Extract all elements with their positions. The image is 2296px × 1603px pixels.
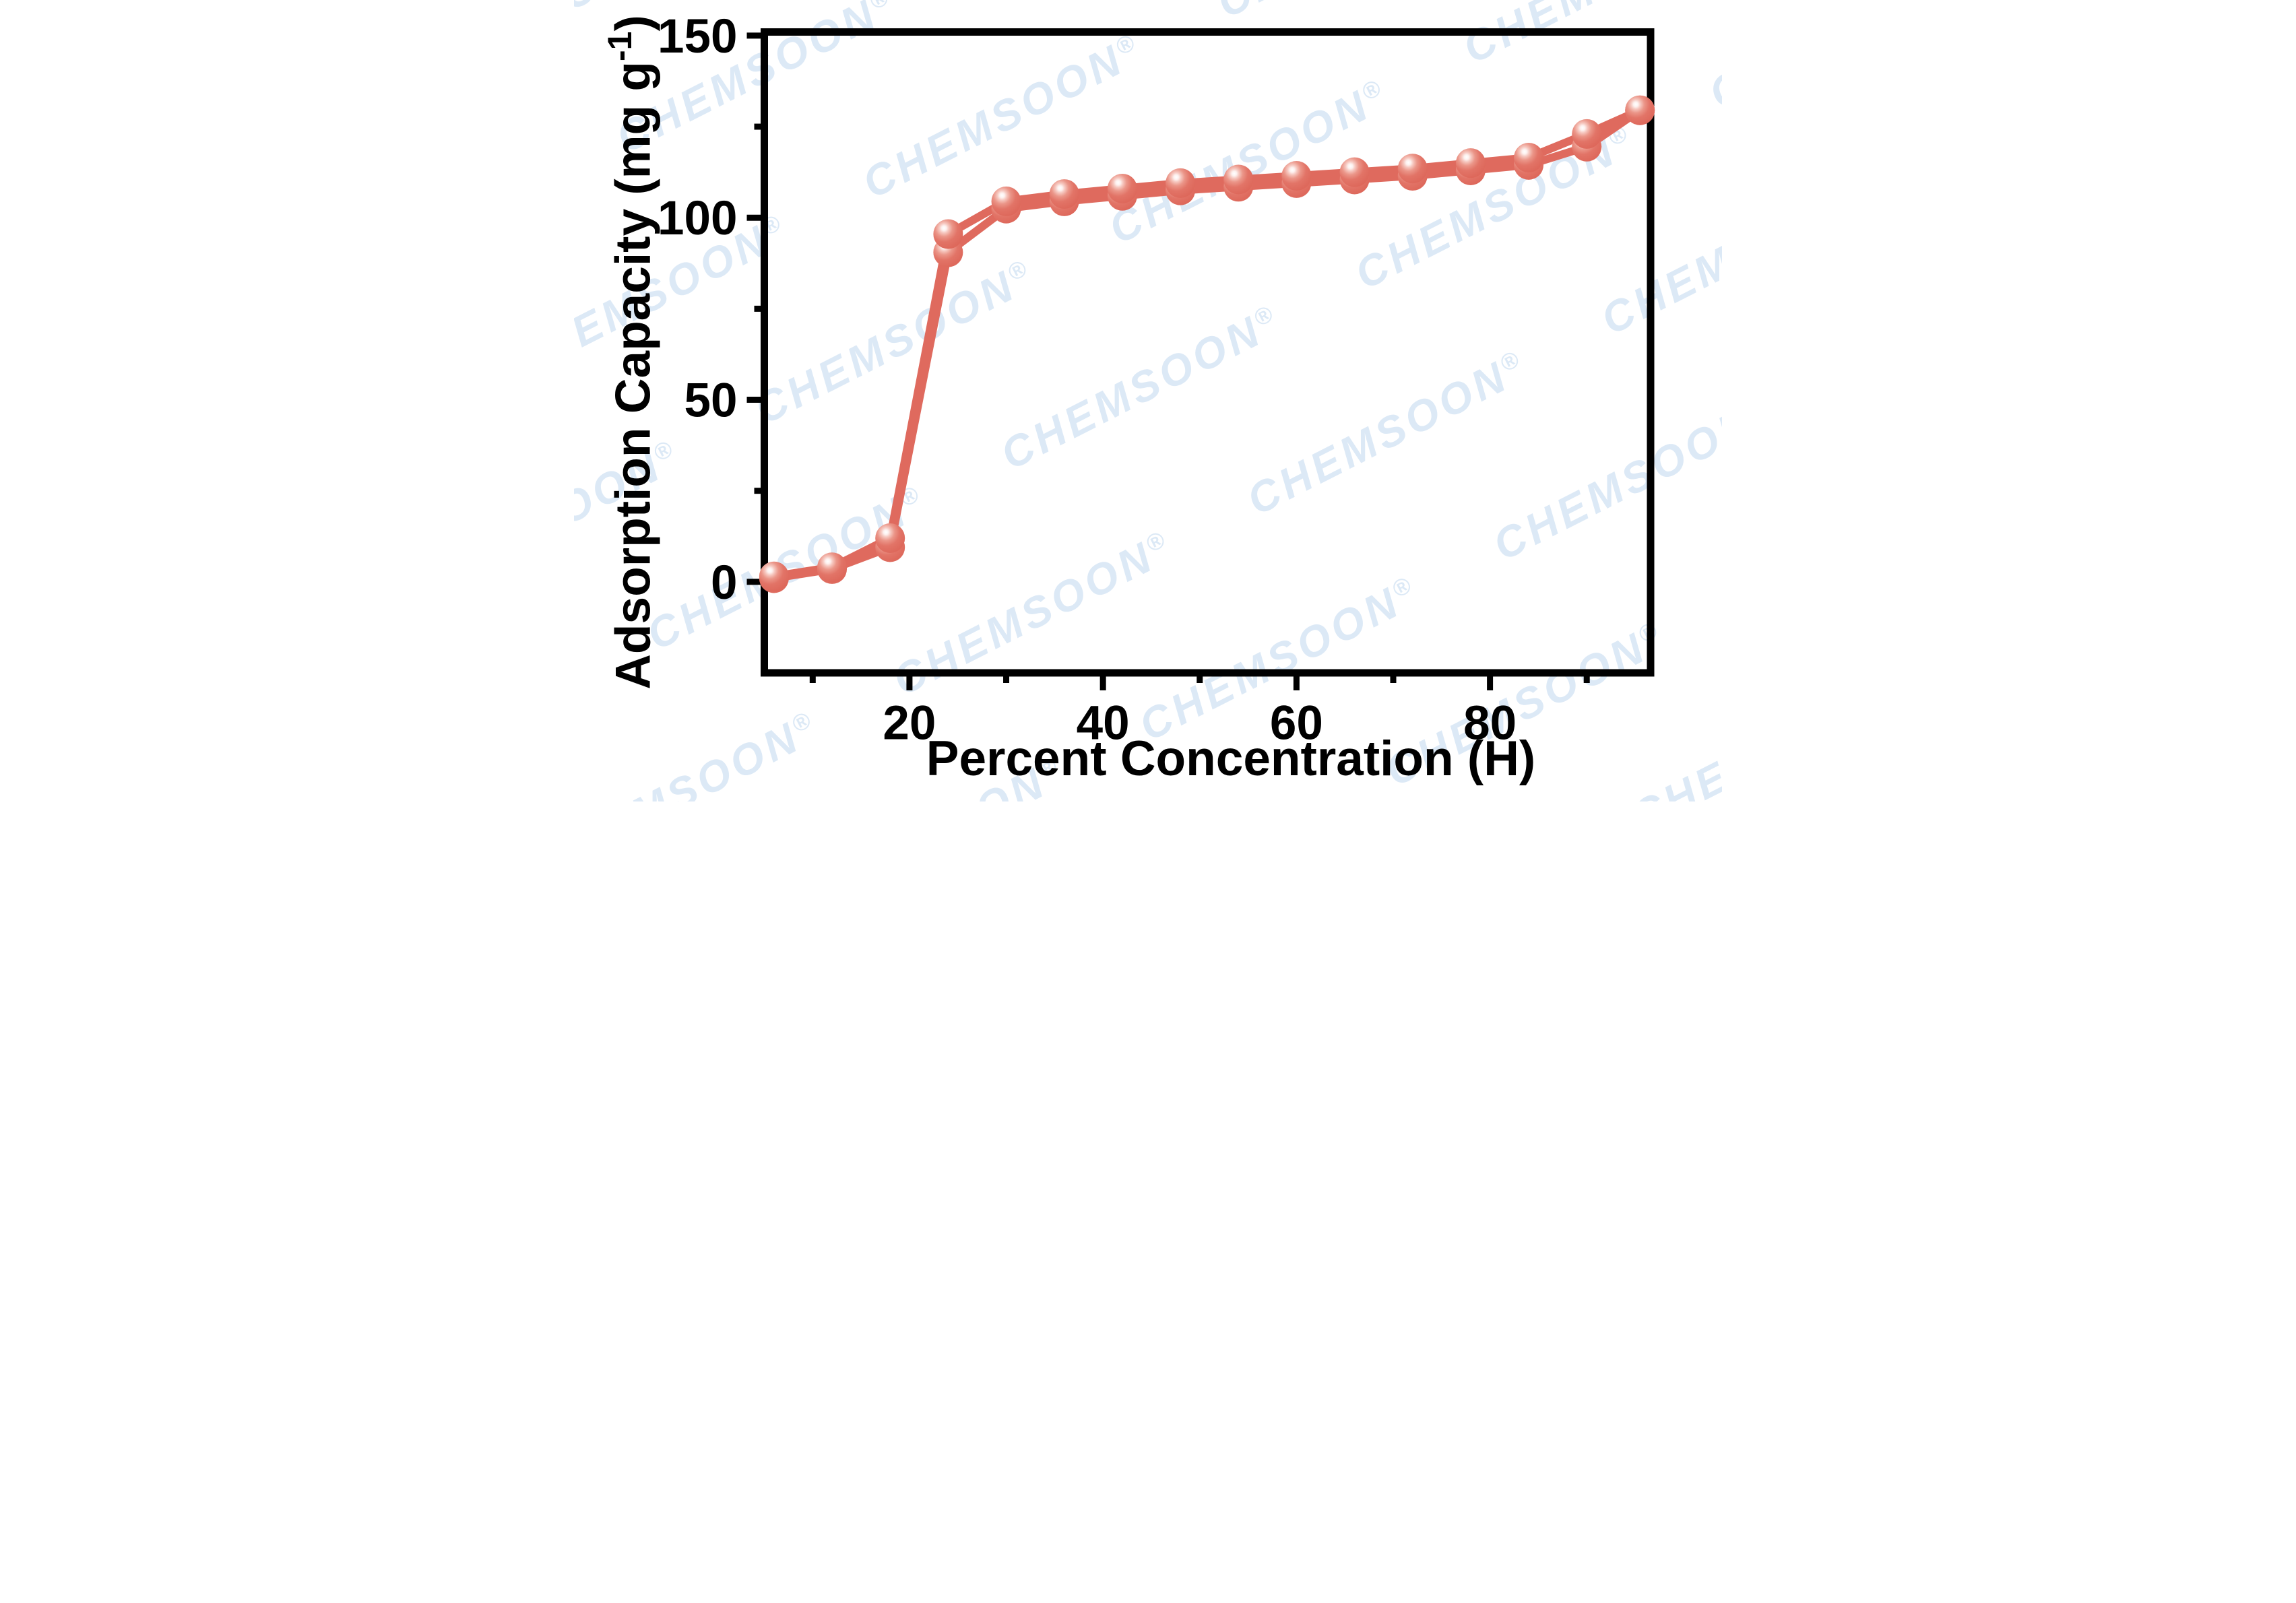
x-tick-label: 20 <box>883 697 936 750</box>
data-point-desorption <box>1223 164 1254 195</box>
watermark-text: CHEMSOON® <box>747 251 1044 433</box>
axes-layer: 20 40 60 80 0 50 100 150 <box>658 10 1655 750</box>
watermark-text: CHEMSOON® <box>993 296 1289 479</box>
data-point-desorption <box>1514 143 1544 173</box>
adsorption-isotherm-chart: CHEMSOON®CHEMSOON®CHEMSOON®CHEMSOON®CHEM… <box>574 0 1722 802</box>
data-point-desorption <box>1339 157 1370 187</box>
y-tick-label: 50 <box>684 374 738 428</box>
watermark-text: CHEMSOON® <box>1023 793 1320 802</box>
data-point-desorption <box>1281 161 1312 191</box>
plot-frame <box>761 28 1655 677</box>
watermark-text: CHEMSOON® <box>1209 0 1506 28</box>
watermark-text: CHEMSOON® <box>1702 0 1722 118</box>
watermark-text: CHEMSOON® <box>639 477 936 659</box>
data-point-desorption <box>1572 119 1602 149</box>
watermark-text: CHEMSOON® <box>885 522 1182 705</box>
watermark-text: CHEMSOON® <box>574 702 827 802</box>
y-tick-label: 100 <box>658 192 737 245</box>
desorption-line <box>769 106 1645 581</box>
data-point-desorption <box>759 561 789 591</box>
watermark-text: CHEMSOON® <box>1593 161 1722 344</box>
y-tick-label: 0 <box>711 556 738 610</box>
y-tick-label: 150 <box>658 10 737 63</box>
data-point-desorption <box>1107 173 1137 203</box>
x-tick-label: 80 <box>1463 697 1517 750</box>
x-tick-label: 40 <box>1077 697 1130 750</box>
watermark-text: CHEMSOON® <box>574 657 581 802</box>
y-axis-title-text: Adsorption Capacity (mg g-1) <box>601 15 661 690</box>
data-point-desorption <box>1455 148 1486 178</box>
watermark-text: CHEMSOON® <box>1486 387 1722 570</box>
x-axis-title: Percent Concentration (H) <box>926 731 1535 786</box>
figure: CHEMSOON®CHEMSOON®CHEMSOON®CHEMSOON®CHEM… <box>574 0 1722 802</box>
data-series-layer <box>759 95 1655 593</box>
y-axis-title: Adsorption Capacity (mg g-1) <box>601 15 661 690</box>
data-point-desorption <box>875 523 905 553</box>
data-point-desorption <box>1049 179 1079 209</box>
data-point-desorption <box>817 552 848 583</box>
data-point-desorption <box>1166 168 1196 198</box>
watermark-layer: CHEMSOON®CHEMSOON®CHEMSOON®CHEMSOON®CHEM… <box>574 0 1722 802</box>
watermark-text: CHEMSOON® <box>1624 658 1722 802</box>
watermark-text: CHEMSOON® <box>855 25 1151 207</box>
data-point-desorption <box>991 186 1021 216</box>
watermark-text: CHEMSOON® <box>1455 0 1722 73</box>
data-point-desorption <box>933 219 963 249</box>
x-tick-label: 60 <box>1270 697 1323 750</box>
watermark-text: CHEMSOON® <box>1240 341 1536 524</box>
data-point-desorption <box>1625 95 1655 125</box>
data-point-desorption <box>1397 154 1428 184</box>
